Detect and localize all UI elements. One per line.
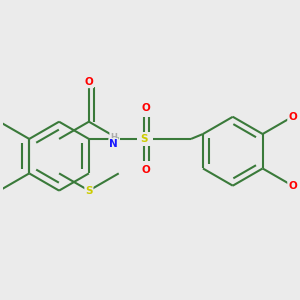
Text: N: N (109, 139, 118, 149)
Text: O: O (288, 181, 297, 191)
Text: S: S (140, 134, 148, 144)
Text: O: O (85, 77, 93, 87)
Text: S: S (85, 186, 93, 196)
Text: O: O (142, 165, 151, 175)
Text: O: O (288, 112, 297, 122)
Text: O: O (142, 103, 151, 113)
Text: H: H (110, 133, 117, 142)
